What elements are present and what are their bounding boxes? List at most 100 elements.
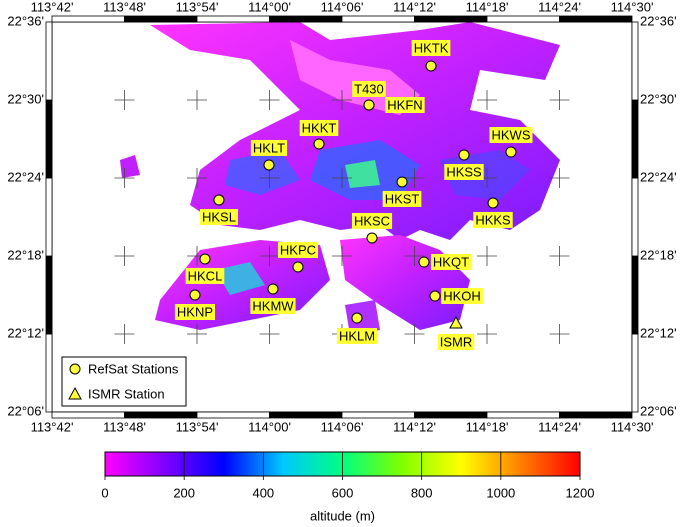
x-tick-label: 114°12' [393, 419, 436, 434]
y-tick-label: 22°12' [7, 325, 44, 340]
x-tick-label: 114°06' [321, 0, 364, 14]
border-segment [559, 411, 633, 419]
x-tick-label: 114°18' [466, 419, 509, 434]
border-segment [45, 21, 53, 101]
station-label-bg [336, 328, 378, 345]
station-label-bg [489, 127, 533, 144]
station-label-bg [444, 163, 484, 180]
x-tick-label: 114°00' [248, 0, 291, 14]
station: HKPC [277, 241, 319, 258]
station-marker [351, 312, 363, 324]
station-label: HKCL [188, 268, 223, 283]
station: HKST [382, 190, 422, 207]
station-label-bg [441, 288, 483, 305]
colorbar-tick-label: 0 [101, 485, 108, 500]
colorbar-tick-label: 1200 [566, 485, 595, 500]
station-label: HKLM [339, 328, 375, 343]
station: HKSC [351, 212, 393, 229]
station-label: ISMR [440, 334, 473, 349]
y-tick-label: 22°06' [7, 403, 44, 418]
border-segment [341, 411, 415, 419]
border-segment [269, 411, 343, 419]
x-tick-label: 114°24' [538, 419, 581, 434]
x-tick-label: 114°30' [611, 419, 654, 434]
border-segment [124, 15, 198, 23]
station: HKNP [174, 304, 216, 320]
legend-label: ISMR Station [88, 386, 165, 401]
border-segment [196, 15, 270, 23]
legend-label: RefSat Stations [88, 361, 179, 376]
station-label-bg [250, 139, 288, 156]
colorbar-tick-label: 600 [332, 485, 354, 500]
station: HKWS [489, 127, 533, 144]
station-marker [313, 138, 325, 150]
x-tick-label: 113°54' [176, 0, 219, 14]
border-segment [45, 333, 53, 413]
x-tick-label: 113°42' [31, 0, 74, 14]
station-label-bg [250, 297, 296, 314]
border-segment [269, 15, 343, 23]
border-segment [631, 21, 639, 101]
x-tick-label: 114°30' [611, 0, 654, 14]
terrain [120, 22, 560, 335]
station-marker [425, 60, 437, 72]
x-tick-label: 113°48' [103, 419, 146, 434]
border-segment [124, 411, 198, 419]
border-segment [414, 15, 488, 23]
station-label: T430 [354, 81, 384, 96]
border-segment [45, 99, 53, 179]
station-label-bg [385, 96, 425, 113]
border-segment [631, 99, 639, 179]
station: HKKT [299, 119, 339, 136]
station-marker [366, 232, 378, 244]
station: HKFN [385, 96, 425, 113]
station-marker [458, 149, 470, 161]
x-tick-label: 113°48' [103, 0, 146, 14]
border-segment [196, 411, 270, 419]
station-label-bg [174, 304, 216, 320]
colorbar-tick-label: 400 [252, 485, 274, 500]
station: HKTK [411, 39, 451, 56]
station-label-bg [382, 190, 422, 207]
x-tick-label: 114°12' [393, 0, 436, 14]
station-label: HKPC [280, 242, 316, 257]
station-label: HKTK [414, 40, 449, 55]
station-marker [429, 290, 441, 302]
y-tick-label: 22°30' [7, 91, 44, 106]
colorbar-label: altitude (m) [310, 508, 375, 523]
station-label-bg [473, 211, 513, 228]
station-label: HKLT [253, 140, 285, 155]
station-label: HKKT [302, 120, 337, 135]
station: HKCL [185, 267, 225, 284]
station: HKMW [250, 297, 296, 314]
station: ISMR [437, 334, 475, 351]
y-tick-label: 22°24' [640, 169, 677, 184]
station-label: HKMW [252, 298, 294, 313]
y-tick-label: 22°30' [640, 91, 677, 106]
station: HKLM [336, 328, 378, 345]
border-segment [45, 255, 53, 335]
border-segment [341, 15, 415, 23]
colorbar-tick-label: 800 [411, 485, 433, 500]
x-tick-label: 114°06' [321, 419, 364, 434]
station-marker [267, 283, 279, 295]
station-marker [505, 146, 517, 158]
legend: RefSat Stations ISMR Station [61, 356, 187, 407]
station-label-bg [351, 212, 393, 229]
border-segment [51, 15, 125, 23]
station: HKLT [250, 139, 288, 156]
y-tick-label: 22°36' [640, 13, 677, 28]
station-label: HKNP [177, 304, 213, 319]
y-tick-label: 22°18' [640, 247, 677, 262]
station-marker [396, 176, 408, 188]
station-label-bg [352, 80, 386, 97]
colorbar-tick-label: 200 [173, 485, 195, 500]
legend-marker [68, 386, 82, 400]
station: HKOH [441, 288, 483, 305]
station-marker [263, 159, 275, 171]
station-marker [199, 253, 211, 265]
x-tick-label: 113°42' [31, 419, 74, 434]
border-segment [45, 177, 53, 257]
border-segment [559, 15, 633, 23]
